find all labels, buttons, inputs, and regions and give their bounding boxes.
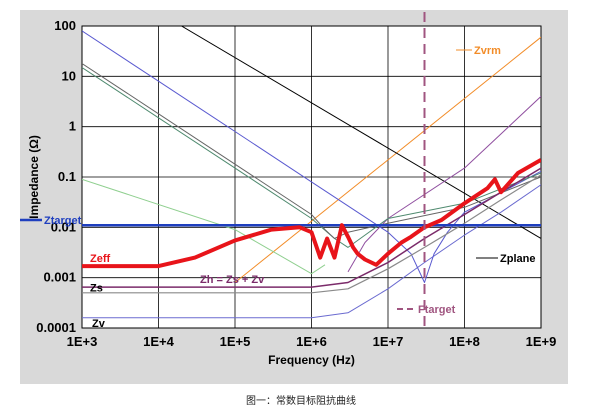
series-zs [82,174,541,294]
y-tick-label: 100 [54,18,76,33]
ftarget-label: Ftarget [418,304,456,316]
series-zvrm [234,36,541,283]
series-unlabeled-7 [82,178,326,275]
series-group [82,26,541,319]
series-unlabeled-6 [82,63,541,239]
zeff-label: Zeff [90,253,111,265]
zplane-label: Zplane [500,253,535,265]
impedance-chart: 1E+3 1E+4 1E+5 1E+6 1E+7 1E+8 1E+9 0.0001 0.001 0… [20,12,556,367]
y-tick-label: 0.0001 [36,320,76,335]
y-tick-label: 0.01 [51,219,76,234]
x-tick-label: 1E+6 [296,334,327,349]
x-tick-label: 1E+3 [67,334,98,349]
x-tick-label: 1E+5 [220,334,251,349]
zv-label: Zv [92,318,106,330]
y-axis-label: Impedance (Ω) [27,135,41,219]
series-zeff [82,158,541,269]
zh-label: Zh = Zs + Zv [200,274,265,286]
x-tick-label: 1E+9 [526,334,557,349]
x-tick-label: 1E+4 [143,334,174,349]
series-zh-zs-zv [82,167,541,288]
y-tick-label: 10 [62,68,76,83]
figure-caption: 图一：常数目标阻抗曲线 [246,396,356,407]
series-unlabeled-5 [82,67,541,248]
ztarget-label: Ztarget [44,215,82,227]
zs-label: Zs [90,283,103,295]
y-tick-label: 0.1 [58,169,76,184]
chart-frame: 1E+3 1E+4 1E+5 1E+6 1E+7 1E+8 1E+9 0.0001 0.001 0… [20,10,568,384]
y-tick-label: 0.001 [43,270,76,285]
y-tick-label: 1 [69,119,76,134]
x-tick-label: 1E+8 [449,334,480,349]
zvrm-label: Zvrm [474,45,501,57]
series-zv [82,184,541,319]
gridlines [81,25,542,329]
x-tick-label: 1E+7 [373,334,404,349]
x-axis-label: Frequency (Hz) [268,353,355,367]
tick-labels: 1E+3 1E+4 1E+5 1E+6 1E+7 1E+8 1E+9 0.0001 0.001 0… [36,18,556,349]
